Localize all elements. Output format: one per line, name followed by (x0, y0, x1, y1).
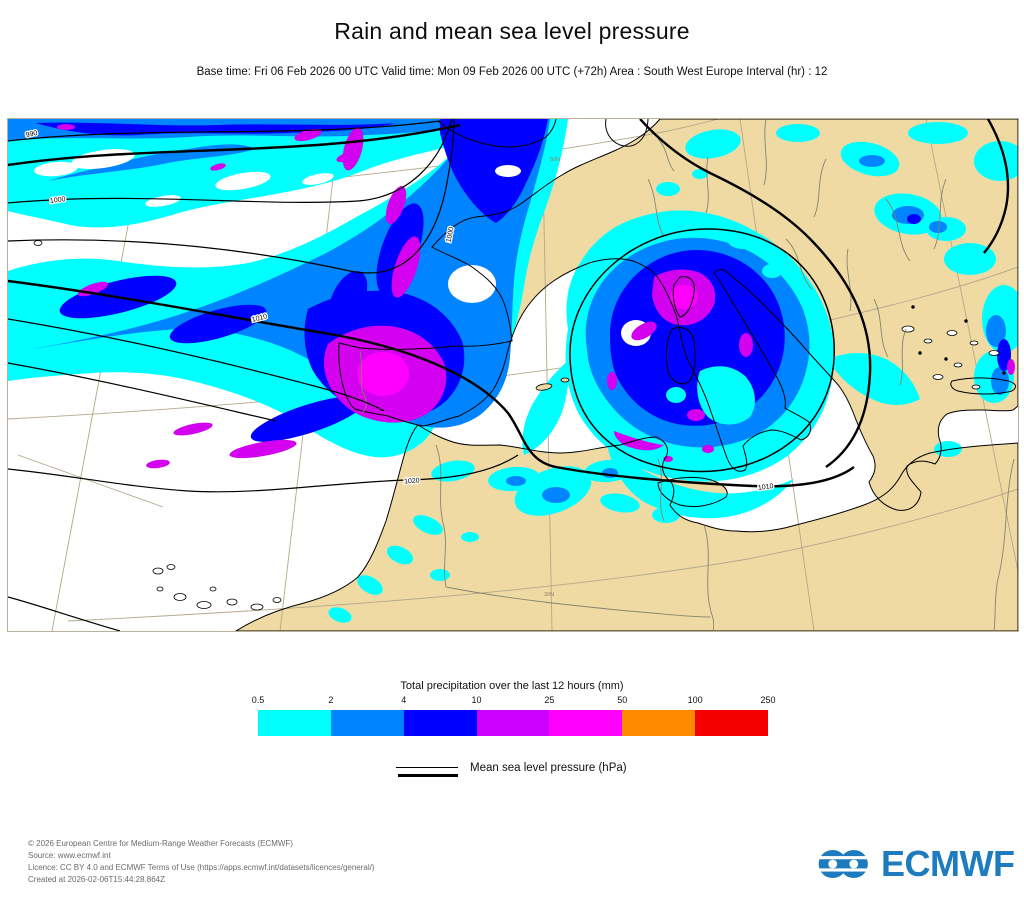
precip-color-segment (622, 710, 696, 736)
precip-tick-label: 250 (760, 695, 776, 705)
ecmwf-emblem-icon (816, 849, 872, 879)
sardinia-coastline (665, 327, 696, 385)
country-borders (359, 118, 1015, 632)
pressure-label: 1020 (404, 477, 420, 485)
england-coastline (437, 118, 557, 148)
mslp-line-sample (396, 765, 458, 779)
precip-color-segment (330, 710, 404, 736)
precip-color-segment (549, 710, 623, 736)
forecast-map: 990 1000 1000 1010 1020 1010 50N 30N (7, 118, 1024, 632)
footer-line: Created at 2026-02-06T15:44:28.864Z (28, 875, 165, 884)
mslp-legend-label: Mean sea level pressure (hPa) (470, 762, 627, 774)
precip-tick-label: 100 (687, 695, 703, 705)
ecmwf-logo: ECMWF (816, 843, 1015, 885)
precip-tick-label: 25 (544, 695, 555, 705)
corsica-coastline (672, 276, 695, 318)
denmark-coastline (605, 118, 649, 147)
precip-tick-label: 10 (471, 695, 482, 705)
precip-legend-title: Total precipitation over the last 12 hou… (400, 680, 624, 692)
footer-line: © 2026 European Centre for Medium-Range … (28, 839, 293, 848)
forecast-metadata: Base time: Fri 06 Feb 2026 00 UTC Valid … (196, 66, 828, 78)
precipitation-field (8, 119, 1024, 623)
mslp-legend: Mean sea level pressure (hPa) (396, 762, 796, 786)
graticule-labels: 50N 30N (544, 157, 560, 598)
precip-ticks: 0.5 2 4 10 25 50 100 250 (252, 695, 776, 707)
mslp-thin-line (396, 767, 458, 768)
precip-color-segment (258, 710, 331, 736)
ecmwf-logo-text: ECMWF (881, 843, 1015, 884)
footer-text: © 2026 European Centre for Medium-Range … (28, 838, 375, 886)
mslp-thick-line (398, 774, 458, 777)
islands (33, 240, 1006, 611)
precip-tick-label: 4 (401, 695, 407, 705)
footer-line: Licence: CC BY 4.0 and ECMWF Terms of Us… (28, 863, 375, 872)
pressure-label: 990 (25, 130, 38, 139)
precip-color-segment (476, 710, 550, 736)
precip-tick-label: 2 (328, 695, 334, 705)
grid-label: 50N (550, 157, 560, 163)
grid-label: 30N (544, 592, 554, 598)
pressure-label: 1010 (758, 483, 775, 492)
precip-color-segment (695, 710, 769, 736)
pressure-label: 1000 (50, 196, 67, 205)
precip-tick-label: 0.5 (251, 695, 265, 705)
precip-colorbar (258, 710, 769, 736)
footer-line: Source: www.ecmwf.int (28, 851, 111, 860)
page-title: Rain and mean sea level pressure (334, 18, 690, 44)
coastlines (235, 118, 1019, 632)
precip-color-segment (403, 710, 477, 736)
pressure-contours (7, 118, 1010, 632)
precip-tick-label: 50 (617, 695, 628, 705)
